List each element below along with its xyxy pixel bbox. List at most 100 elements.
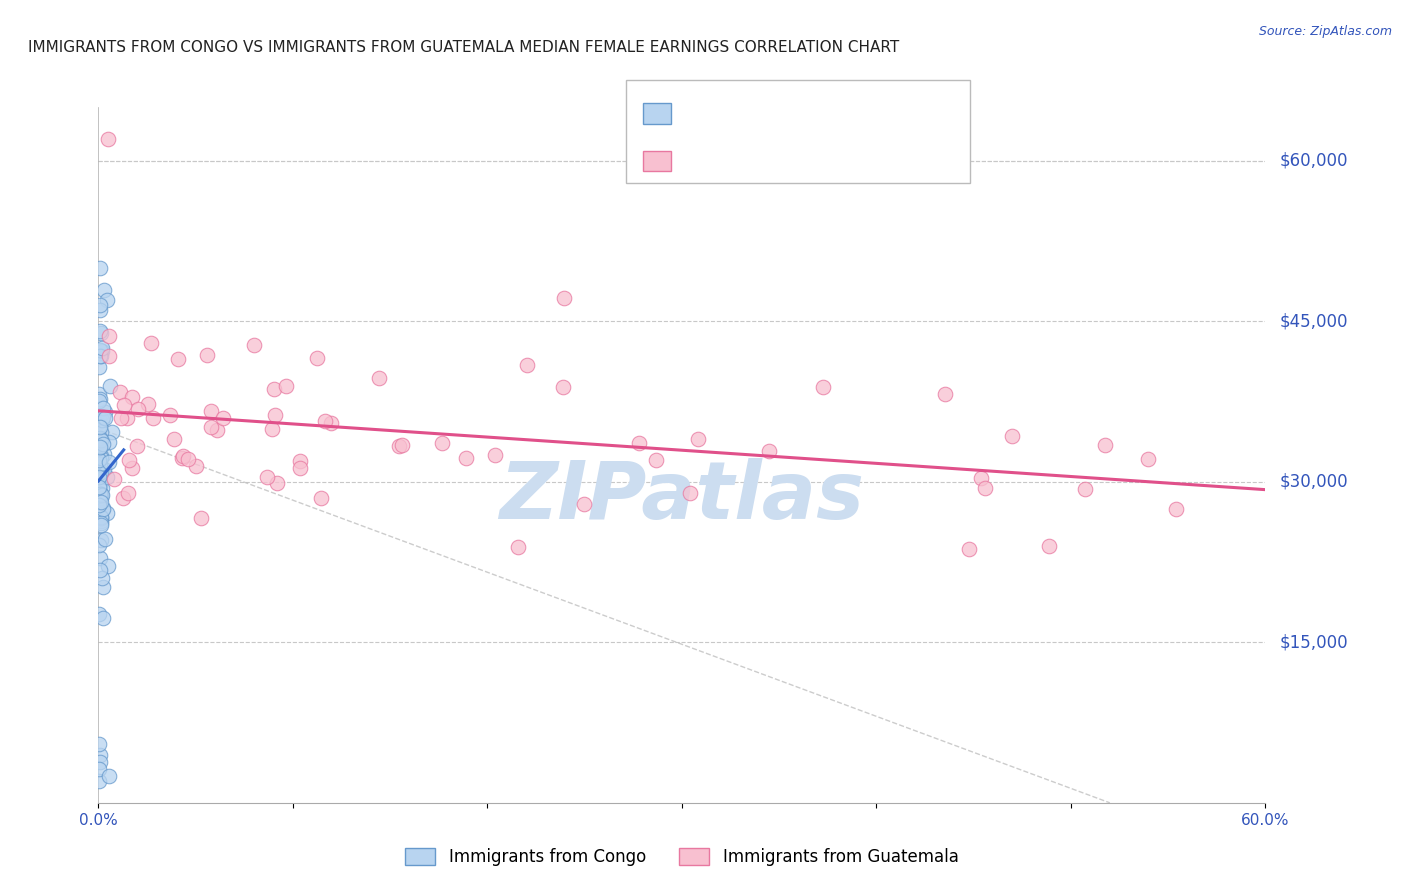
- Point: [90, 465, 112, 479]
- Point: [89, 386, 111, 401]
- Point: [89, 468, 111, 483]
- Point: [645, 452, 668, 467]
- Text: R =: R =: [685, 103, 727, 122]
- Point: [91, 571, 114, 585]
- Point: [89, 298, 111, 312]
- Point: [90, 434, 112, 448]
- Point: [934, 387, 956, 401]
- Point: [108, 384, 131, 399]
- Point: [1074, 482, 1097, 496]
- Point: [91, 437, 114, 451]
- Point: [314, 414, 336, 428]
- Point: [91, 413, 114, 427]
- Point: [551, 380, 574, 394]
- Point: [115, 410, 138, 425]
- Point: [98, 769, 121, 783]
- Point: [256, 469, 278, 483]
- Text: R =: R =: [685, 151, 727, 169]
- Point: [170, 450, 193, 465]
- Point: [89, 260, 111, 275]
- Legend: Immigrants from Congo, Immigrants from Guatemala: Immigrants from Congo, Immigrants from G…: [396, 839, 967, 874]
- Point: [90, 425, 112, 439]
- Point: [90, 518, 112, 533]
- Point: [90, 511, 112, 525]
- Point: [811, 380, 834, 394]
- Point: [89, 487, 111, 501]
- Point: [98, 379, 121, 393]
- Point: [90, 326, 112, 340]
- Point: [87, 470, 110, 484]
- Point: [90, 509, 112, 524]
- Point: [93, 283, 115, 297]
- Text: 71: 71: [832, 151, 859, 169]
- Point: [101, 425, 124, 439]
- Point: [89, 420, 111, 434]
- Point: [1001, 429, 1024, 443]
- Point: [1094, 438, 1116, 452]
- Point: [127, 402, 149, 417]
- Point: [89, 343, 111, 358]
- Point: [1166, 502, 1188, 516]
- Point: [190, 511, 212, 525]
- Point: [96, 506, 118, 520]
- Point: [90, 451, 112, 466]
- Point: [89, 457, 111, 471]
- Point: [90, 433, 112, 447]
- Point: [97, 455, 120, 469]
- Point: [260, 422, 283, 436]
- Point: [121, 391, 143, 405]
- Point: [1038, 539, 1060, 553]
- Point: [89, 747, 111, 762]
- Point: [94, 411, 117, 425]
- Point: [368, 371, 391, 385]
- Point: [87, 774, 110, 789]
- Point: [89, 479, 111, 493]
- Point: [90, 514, 112, 528]
- Point: [163, 432, 186, 446]
- Point: [91, 401, 114, 416]
- Text: $15,000: $15,000: [1279, 633, 1348, 651]
- Point: [91, 481, 114, 495]
- Point: [89, 324, 111, 338]
- Point: [117, 486, 139, 500]
- Point: [89, 453, 111, 467]
- Point: [290, 453, 312, 467]
- Point: [305, 351, 328, 366]
- Point: [89, 607, 111, 621]
- Point: [91, 410, 114, 425]
- Point: [627, 435, 650, 450]
- Point: [121, 460, 143, 475]
- Point: [184, 458, 207, 473]
- Point: [1136, 451, 1159, 466]
- Point: [319, 416, 342, 430]
- Point: [87, 394, 110, 409]
- Point: [91, 611, 114, 625]
- Point: [98, 349, 121, 363]
- Point: [89, 493, 111, 508]
- Point: [87, 762, 110, 776]
- Point: [96, 470, 118, 484]
- Point: [87, 480, 110, 494]
- Point: [456, 451, 478, 466]
- Point: [91, 501, 114, 516]
- Point: [516, 358, 538, 372]
- Point: [91, 343, 114, 358]
- Text: -0.137: -0.137: [724, 103, 793, 122]
- Point: [309, 491, 332, 505]
- Text: N =: N =: [790, 103, 846, 122]
- Point: [89, 533, 111, 548]
- Point: [391, 438, 413, 452]
- Point: [89, 392, 111, 407]
- Point: [243, 338, 266, 352]
- Point: [87, 418, 110, 433]
- Point: [112, 397, 135, 411]
- Point: [89, 440, 111, 454]
- Point: [118, 453, 141, 467]
- Point: [97, 434, 120, 449]
- Point: [87, 441, 110, 455]
- Point: [290, 461, 312, 475]
- Point: [111, 491, 134, 505]
- Point: [91, 488, 114, 502]
- Point: [159, 409, 181, 423]
- Point: [96, 293, 118, 307]
